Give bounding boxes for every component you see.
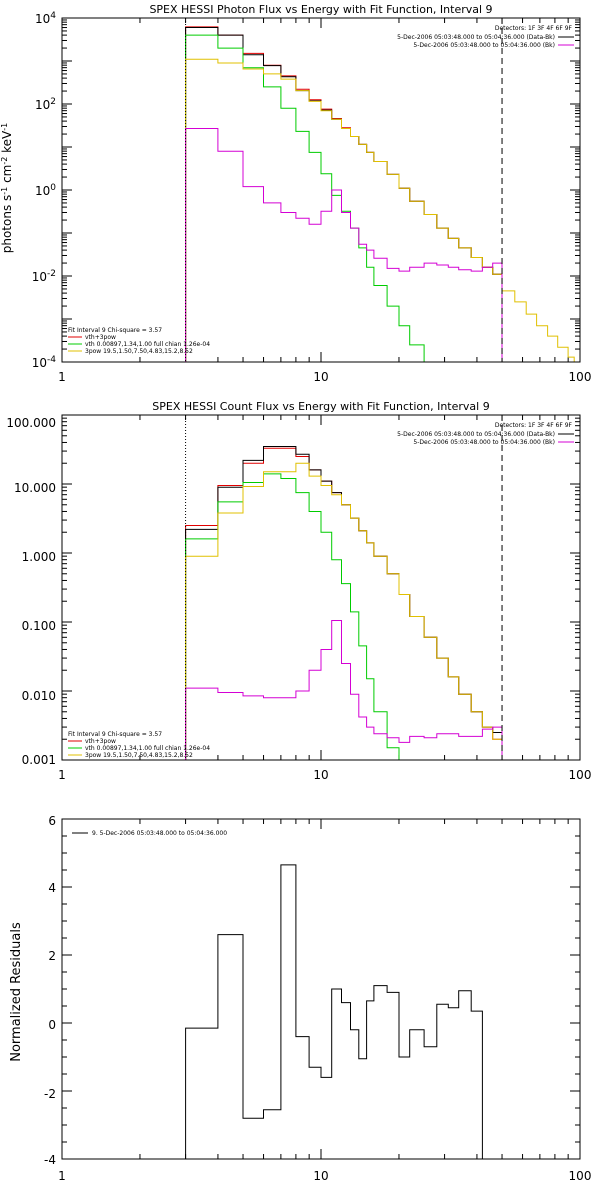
x-tick-label-1: 1 [58, 370, 66, 384]
x-tick-label-1: 1 [58, 1169, 66, 1183]
legend-3pow: 3pow 19.5,1.50,7.50,4.83,15.2,8.52 [85, 348, 193, 355]
series-group [185, 26, 575, 363]
x-tick-label-100: 100 [569, 768, 592, 782]
series-line-0 [185, 864, 483, 1159]
y-tick-label-0.1: 0.100 [22, 619, 56, 633]
series-line-4 [185, 620, 503, 760]
x-tick-label-100: 100 [569, 1169, 592, 1183]
legend-bk: 5-Dec-2006 05:03:48.000 to 05:04:36.000 … [413, 42, 555, 49]
plot-frame [61, 414, 581, 761]
legend-top-left: 9. 5-Dec-2006 05:03:48.000 to 05:04:36.0… [72, 830, 227, 837]
legend-top-right: Detectors: 1F 3F 4F 6F 9F 5-Dec-2006 05:… [397, 422, 574, 446]
energy-range-lines [185, 18, 503, 362]
legend-detectors: Detectors: 1F 3F 4F 6F 9F [495, 422, 573, 429]
plot-frame [61, 17, 581, 363]
legend-bk: 5-Dec-2006 05:03:48.000 to 05:04:36.000 … [413, 439, 555, 446]
y-tick-label-6: 6 [48, 814, 56, 828]
series-line-2 [185, 473, 410, 761]
plot-frame [61, 818, 581, 1160]
y-tick-label-10: 10.000 [14, 481, 56, 495]
series-group [185, 864, 483, 1159]
y-tick-label-0.001: 0.001 [22, 753, 56, 767]
chart-title: SPEX HESSI Count Flux vs Energy with Fit… [152, 400, 489, 413]
legend-total-model: vth+3pow [85, 334, 116, 341]
series-line-3 [185, 462, 503, 760]
legend-data-bk: 5-Dec-2006 05:03:48.000 to 05:04:36.000 … [397, 431, 555, 438]
series-line-4 [185, 128, 503, 362]
legend-detectors: Detectors: 1F 3F 4F 6F 9F [495, 25, 573, 32]
energy-range-lines [185, 415, 503, 760]
y-tick-label-1: 1.000 [22, 550, 56, 564]
y-tick-label-0: 0 [48, 1018, 56, 1032]
residuals-panel: Normalized Residuals 6 4 2 0 -2 -4 1 10 … [9, 814, 591, 1183]
legend-interval: 9. 5-Dec-2006 05:03:48.000 to 05:04:36.0… [92, 830, 227, 837]
y-tick-label-0.01: 0.010 [22, 689, 56, 703]
legend-vth: vth 0.00897,1.34,1.00 full chian 1.26e-0… [85, 745, 210, 752]
legend-3pow: 3pow 19.5,1.50,7.50,4.83,15.2,8.52 [85, 752, 193, 759]
x-tick-label-10: 10 [313, 768, 328, 782]
x-tick-label-10: 10 [313, 1169, 328, 1183]
count-flux-panel: SPEX HESSI Count Flux vs Energy with Fit… [6, 400, 591, 782]
y-axis-label: photons s-1 cm-2 keV-1 [0, 123, 14, 254]
series-group [185, 446, 503, 761]
x-tick-label-1: 1 [58, 768, 66, 782]
legend-data-bk: 5-Dec-2006 05:03:48.000 to 05:04:36.000 … [397, 34, 555, 41]
chart-title: SPEX HESSI Photon Flux vs Energy with Fi… [149, 3, 492, 16]
x-tick-label-100: 100 [569, 370, 592, 384]
y-tick-label-100: 100.000 [6, 416, 56, 430]
y-axis-label: Normalized Residuals [9, 922, 24, 1062]
legend-fit-interval: Fit Interval 9 Chi-square = 3.57 [68, 327, 162, 334]
x-tick-label-10: 10 [313, 370, 328, 384]
legend-fit-interval: Fit Interval 9 Chi-square = 3.57 [68, 731, 162, 738]
legend-vth: vth 0.00897,1.34,1.00 full chian 1.26e-0… [85, 341, 210, 348]
legend-bottom-left: Fit Interval 9 Chi-square = 3.57 vth+3po… [68, 731, 210, 759]
legend-total-model: vth+3pow [85, 738, 116, 745]
series-line-3 [185, 58, 575, 362]
y-tick-label-neg2: -2 [44, 1087, 56, 1101]
y-tick-label-2: 2 [48, 949, 56, 963]
y-tick-label-neg4: -4 [44, 1153, 56, 1167]
legend-bottom-left: Fit Interval 9 Chi-square = 3.57 vth+3po… [68, 327, 210, 355]
y-tick-label-4: 4 [48, 881, 56, 895]
legend-top-right: Detectors: 1F 3F 4F 6F 9F 5-Dec-2006 05:… [397, 25, 574, 49]
